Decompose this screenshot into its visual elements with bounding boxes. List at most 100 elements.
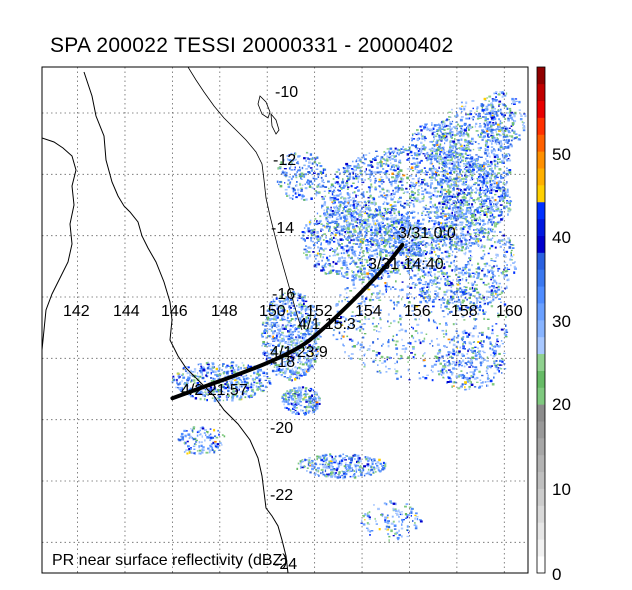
reflectivity-pixel [486, 187, 490, 191]
reflectivity-pixel [500, 211, 503, 213]
reflectivity-pixel [406, 211, 409, 214]
reflectivity-pixel [371, 213, 374, 216]
reflectivity-pixel [326, 256, 329, 260]
reflectivity-pixel [378, 181, 381, 183]
reflectivity-pixel [500, 301, 502, 303]
reflectivity-pixel [430, 179, 433, 181]
reflectivity-pixel [372, 239, 375, 241]
reflectivity-pixel [421, 214, 424, 216]
reflectivity-pixel [269, 363, 271, 367]
reflectivity-pixel [337, 241, 340, 243]
reflectivity-pixel [431, 365, 434, 368]
reflectivity-pixel [439, 143, 442, 146]
reflectivity-pixel [268, 310, 271, 313]
reflectivity-pixel [437, 262, 440, 265]
reflectivity-pixel [415, 182, 418, 184]
reflectivity-pixel [372, 241, 375, 243]
reflectivity-pixel [370, 164, 373, 167]
reflectivity-pixel [386, 152, 390, 154]
reflectivity-pixel [363, 366, 366, 368]
reflectivity-pixel [450, 281, 453, 285]
reflectivity-pixel [468, 221, 471, 224]
reflectivity-pixel [394, 247, 396, 250]
reflectivity-pixel [434, 240, 437, 243]
reflectivity-pixel [413, 253, 416, 256]
reflectivity-pixel [452, 167, 454, 170]
reflectivity-pixel [438, 166, 440, 169]
reflectivity-pixel [502, 162, 505, 164]
reflectivity-pixel [390, 219, 394, 222]
reflectivity-pixel [327, 216, 330, 218]
reflectivity-pixel [423, 353, 425, 355]
reflectivity-pixel [398, 172, 401, 176]
reflectivity-pixel [478, 274, 480, 277]
reflectivity-pixel [459, 210, 462, 213]
reflectivity-pixel [333, 214, 337, 216]
reflectivity-pixel [450, 261, 453, 265]
reflectivity-pixel [303, 295, 307, 297]
reflectivity-pixel [362, 226, 365, 229]
reflectivity-pixel [361, 295, 364, 298]
reflectivity-pixel [432, 282, 435, 285]
reflectivity-pixel [467, 125, 469, 128]
reflectivity-pixel [359, 329, 362, 332]
reflectivity-pixel [471, 214, 475, 217]
reflectivity-pixel [378, 244, 381, 247]
reflectivity-pixel [415, 237, 418, 240]
reflectivity-pixel [455, 165, 458, 167]
reflectivity-pixel [483, 253, 486, 256]
reflectivity-pixel [472, 213, 474, 215]
reflectivity-pixel [469, 293, 472, 297]
reflectivity-pixel [367, 223, 369, 226]
reflectivity-pixel [367, 219, 370, 223]
reflectivity-pixel [356, 218, 359, 221]
reflectivity-pixel [356, 225, 359, 228]
reflectivity-pixel [369, 240, 371, 243]
reflectivity-pixel [374, 272, 377, 275]
reflectivity-pixel [370, 266, 372, 268]
reflectivity-pixel [452, 181, 456, 184]
reflectivity-pixel [493, 265, 495, 268]
reflectivity-pixel [490, 174, 493, 177]
reflectivity-pixel [344, 219, 346, 222]
reflectivity-pixel [426, 290, 428, 292]
reflectivity-pixel [451, 285, 455, 287]
reflectivity-pixel [498, 209, 501, 212]
reflectivity-pixel [496, 221, 500, 224]
reflectivity-pixel [478, 173, 481, 175]
reflectivity-pixel [362, 191, 365, 193]
reflectivity-pixel [494, 199, 497, 202]
reflectivity-pixel [472, 327, 475, 330]
reflectivity-pixel [503, 249, 505, 251]
reflectivity-pixel [450, 221, 454, 223]
reflectivity-pixel [491, 223, 493, 226]
reflectivity-pixel [424, 155, 426, 157]
reflectivity-pixel [358, 278, 361, 281]
reflectivity-pixel [486, 145, 490, 149]
reflectivity-pixel [423, 298, 425, 301]
reflectivity-pixel [499, 158, 501, 160]
reflectivity-pixel [383, 231, 387, 234]
reflectivity-pixel [379, 158, 382, 160]
reflectivity-pixel [495, 154, 499, 157]
reflectivity-pixel [451, 254, 453, 257]
reflectivity-pixel [381, 237, 385, 240]
reflectivity-pixel [442, 302, 445, 304]
reflectivity-pixel [483, 273, 486, 276]
reflectivity-pixel [315, 254, 319, 257]
reflectivity-pixel [483, 203, 486, 205]
reflectivity-pixel [481, 230, 484, 232]
reflectivity-pixel [348, 323, 351, 326]
reflectivity-pixel [352, 160, 354, 163]
reflectivity-pixel [444, 213, 447, 216]
reflectivity-pixel [506, 279, 509, 282]
reflectivity-pixel [351, 261, 354, 263]
reflectivity-pixel [378, 195, 381, 198]
reflectivity-pixel [478, 245, 480, 247]
reflectivity-pixel [370, 254, 374, 257]
reflectivity-pixel [463, 168, 466, 170]
reflectivity-pixel [360, 216, 363, 219]
reflectivity-pixel [459, 170, 461, 173]
reflectivity-pixel [509, 258, 512, 261]
reflectivity-pixel [265, 345, 268, 348]
